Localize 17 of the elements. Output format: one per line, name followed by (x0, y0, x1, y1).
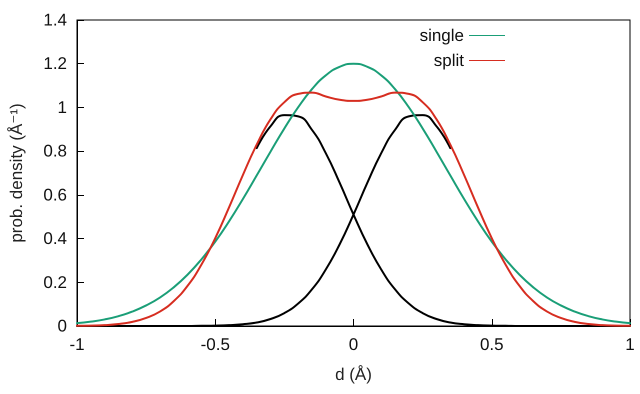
y-axis-title: prob. density (Å⁻¹) (7, 103, 26, 243)
y-tick-label: 0.2 (43, 272, 67, 292)
y-tick-label: 1 (58, 98, 67, 117)
y-tick-label: 1.4 (43, 10, 67, 30)
y-tick-label: 1.2 (43, 54, 67, 74)
y-tick-label: 0.6 (43, 185, 67, 204)
legend-label: split (434, 51, 464, 70)
x-tick-label: 0 (348, 335, 358, 354)
x-axis-title: d (Å) (335, 365, 372, 384)
x-tick-label: -1 (69, 335, 85, 354)
x-tick-label: 0.5 (480, 335, 504, 354)
legend-label: single (420, 26, 464, 45)
y-tick-label: 0 (58, 316, 67, 336)
y-tick-label: 0.4 (43, 229, 67, 248)
x-tick-label: 1 (625, 335, 635, 354)
x-tick-label: -0.5 (200, 335, 230, 354)
y-tick-label: 0.8 (43, 142, 67, 161)
